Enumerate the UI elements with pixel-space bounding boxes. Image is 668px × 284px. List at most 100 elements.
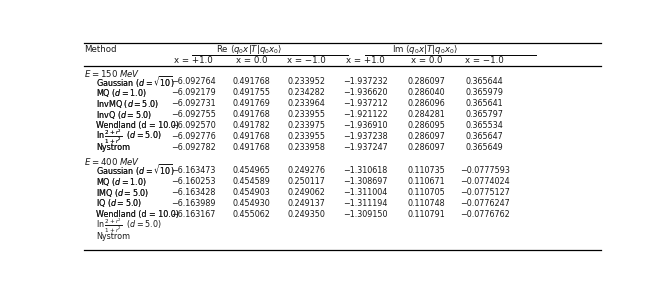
- Text: −1.310618: −1.310618: [343, 166, 387, 175]
- Text: Im $\langle q_0x|T|q_0x_0\rangle$: Im $\langle q_0x|T|q_0x_0\rangle$: [392, 43, 458, 56]
- Text: −6.092764: −6.092764: [171, 78, 216, 87]
- Text: 0.491768: 0.491768: [233, 110, 271, 119]
- Text: −0.0776762: −0.0776762: [460, 210, 510, 219]
- Text: −6.163473: −6.163473: [171, 166, 216, 175]
- Text: 0.365647: 0.365647: [466, 132, 504, 141]
- Text: −6.092776: −6.092776: [171, 132, 216, 141]
- Text: $\ln \frac{2+r^2}{1+r^2}$  ($d = 5.0$): $\ln \frac{2+r^2}{1+r^2}$ ($d = 5.0$): [96, 128, 162, 146]
- Text: 0.286040: 0.286040: [408, 88, 446, 97]
- Text: −6.163477: −6.163477: [0, 283, 1, 284]
- Text: −0.0774024: −0.0774024: [460, 177, 510, 186]
- Text: −1.936910: −1.936910: [343, 121, 388, 130]
- Text: 0.233955: 0.233955: [287, 132, 325, 141]
- Text: 0.454930: 0.454930: [233, 199, 271, 208]
- Text: −1.309150: −1.309150: [343, 210, 388, 219]
- Text: −1.311214: −1.311214: [0, 283, 1, 284]
- Text: 0.110735: 0.110735: [408, 166, 446, 175]
- Text: 0.286097: 0.286097: [407, 143, 446, 152]
- Text: 0.249139: 0.249139: [0, 283, 1, 284]
- Text: 0.365534: 0.365534: [466, 121, 504, 130]
- Text: 0.491782: 0.491782: [233, 121, 271, 130]
- Text: 0.365644: 0.365644: [466, 78, 504, 87]
- Text: InvMQ ($d = 5.0$): InvMQ ($d = 5.0$): [96, 98, 160, 110]
- Text: 0.491768: 0.491768: [233, 143, 271, 152]
- Text: Wendland (d = 10.0): Wendland (d = 10.0): [96, 121, 179, 130]
- Text: 0.286095: 0.286095: [407, 121, 446, 130]
- Text: 0.365649: 0.365649: [466, 143, 504, 152]
- Text: −6.092755: −6.092755: [171, 110, 216, 119]
- Text: Re $\langle q_0x|T|q_0x_0\rangle$: Re $\langle q_0x|T|q_0x_0\rangle$: [216, 43, 283, 56]
- Text: −1.311194: −1.311194: [343, 199, 388, 208]
- Text: Gaussian ($d = \sqrt{10}$): Gaussian ($d = \sqrt{10}$): [96, 163, 175, 178]
- Text: InvMQ ($d = 5.0$): InvMQ ($d = 5.0$): [96, 98, 160, 110]
- Text: x = −1.0: x = −1.0: [466, 56, 504, 65]
- Text: 0.249276: 0.249276: [287, 166, 325, 175]
- Text: 0.110791: 0.110791: [408, 210, 446, 219]
- Text: −0.0777083: −0.0777083: [0, 283, 1, 284]
- Text: Method: Method: [84, 45, 116, 54]
- Text: 0.233955: 0.233955: [287, 110, 325, 119]
- Text: 0.286096: 0.286096: [408, 99, 446, 108]
- Text: $\ln \frac{2+r^2}{1+r^2}$  ($d = 5.0$): $\ln \frac{2+r^2}{1+r^2}$ ($d = 5.0$): [0, 283, 1, 284]
- Text: −6.092570: −6.092570: [171, 121, 216, 130]
- Text: 0.491768: 0.491768: [233, 78, 271, 87]
- Text: $\ln \frac{2+r^2}{1+r^2}$  ($d = 5.0$): $\ln \frac{2+r^2}{1+r^2}$ ($d = 5.0$): [96, 216, 162, 235]
- Text: 0.110767: 0.110767: [0, 283, 1, 284]
- Text: Gaussian ($d = \sqrt{10}$): Gaussian ($d = \sqrt{10}$): [96, 74, 175, 90]
- Text: 0.249350: 0.249350: [287, 210, 325, 219]
- Text: 0.284281: 0.284281: [408, 110, 446, 119]
- Text: 0.233964: 0.233964: [287, 99, 325, 108]
- Text: MQ ($d = 1.0$): MQ ($d = 1.0$): [96, 176, 148, 188]
- Text: x = +1.0: x = +1.0: [174, 56, 212, 65]
- Text: Wendland (d = 10.0): Wendland (d = 10.0): [96, 121, 179, 130]
- Text: 0.286097: 0.286097: [407, 78, 446, 87]
- Text: −1.937247: −1.937247: [343, 143, 388, 152]
- Text: MQ ($d = 1.0$): MQ ($d = 1.0$): [96, 176, 148, 188]
- Text: −6.163808: −6.163808: [0, 283, 1, 284]
- Text: InvQ ($d = 5.0$): InvQ ($d = 5.0$): [96, 109, 152, 121]
- Text: 0.234282: 0.234282: [287, 88, 325, 97]
- Text: $E = 400$ MeV: $E = 400$ MeV: [84, 156, 140, 167]
- Text: −1.936620: −1.936620: [343, 88, 388, 97]
- Text: 0.249062: 0.249062: [287, 188, 325, 197]
- Text: IMQ ($d = 5.0$): IMQ ($d = 5.0$): [96, 187, 150, 199]
- Text: MQ ($d = 1.0$): MQ ($d = 1.0$): [96, 87, 148, 99]
- Text: 0.365979: 0.365979: [466, 88, 504, 97]
- Text: Nystrom: Nystrom: [0, 283, 1, 284]
- Text: x = 0.0: x = 0.0: [236, 56, 267, 65]
- Text: −6.092731: −6.092731: [171, 99, 216, 108]
- Text: −6.163428: −6.163428: [171, 188, 216, 197]
- Text: −1.311641: −1.311641: [0, 283, 1, 284]
- Text: −0.0775127: −0.0775127: [460, 188, 510, 197]
- Text: 0.365641: 0.365641: [466, 99, 504, 108]
- Text: −6.092782: −6.092782: [171, 143, 216, 152]
- Text: 0.454903: 0.454903: [233, 188, 271, 197]
- Text: −1.921122: −1.921122: [343, 110, 388, 119]
- Text: Nystrom: Nystrom: [96, 232, 130, 241]
- Text: 0.110705: 0.110705: [408, 188, 446, 197]
- Text: 0.110748: 0.110748: [408, 199, 446, 208]
- Text: 0.250117: 0.250117: [287, 177, 325, 186]
- Text: 0.249137: 0.249137: [287, 199, 325, 208]
- Text: 0.491755: 0.491755: [232, 88, 271, 97]
- Text: x = +1.0: x = +1.0: [346, 56, 385, 65]
- Text: 0.491768: 0.491768: [233, 132, 271, 141]
- Text: IMQ ($d = 5.0$): IMQ ($d = 5.0$): [96, 187, 150, 199]
- Text: 0.454941: 0.454941: [0, 283, 1, 284]
- Text: Nystrom: Nystrom: [96, 143, 130, 152]
- Text: 0.233975: 0.233975: [287, 121, 325, 130]
- Text: −1.308697: −1.308697: [343, 177, 388, 186]
- Text: IQ ($d = 5.0$): IQ ($d = 5.0$): [96, 197, 143, 210]
- Text: 0.491769: 0.491769: [233, 99, 271, 108]
- Text: Gaussian ($d = \sqrt{10}$): Gaussian ($d = \sqrt{10}$): [96, 74, 175, 90]
- Text: −1.937238: −1.937238: [343, 132, 388, 141]
- Text: Gaussian ($d = \sqrt{10}$): Gaussian ($d = \sqrt{10}$): [96, 163, 175, 178]
- Text: 0.454965: 0.454965: [233, 166, 271, 175]
- Text: MQ ($d = 1.0$): MQ ($d = 1.0$): [96, 87, 148, 99]
- Text: 0.110753: 0.110753: [0, 283, 1, 284]
- Text: x = 0.0: x = 0.0: [411, 56, 442, 65]
- Text: Nystrom: Nystrom: [96, 143, 130, 152]
- Text: 0.454589: 0.454589: [233, 177, 271, 186]
- Text: −1.311004: −1.311004: [343, 188, 387, 197]
- Text: 0.233958: 0.233958: [287, 143, 325, 152]
